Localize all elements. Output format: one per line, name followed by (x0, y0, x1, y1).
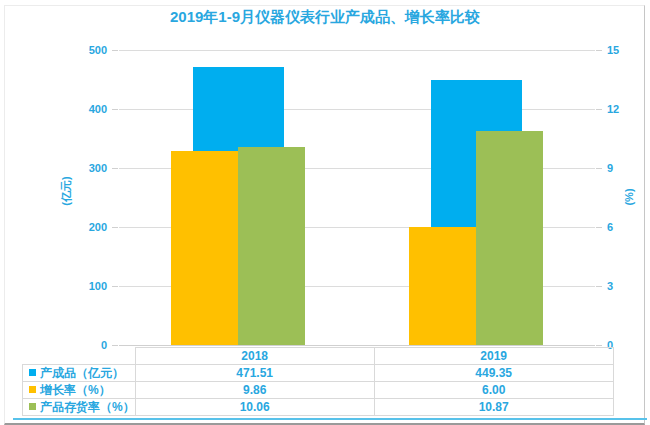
table-header-2018: 2018 (135, 348, 374, 365)
legend-cell-series0: 产成品（亿元） (23, 365, 136, 382)
table-value-2019-series0: 449.35 (374, 365, 613, 382)
bar-2019-series2 (476, 131, 543, 345)
left-axis-tick-mark (112, 50, 118, 51)
table-value-2018-series0: 471.51 (135, 365, 374, 382)
legend-swatch-icon (29, 403, 36, 410)
left-axis-tick-label: 200 (77, 220, 107, 234)
right-axis-title: (%) (623, 188, 635, 205)
table-row-series0: 产成品（亿元）471.51449.35 (23, 365, 614, 382)
chart-panel: 2019年1-9月仪器仪表行业产成品、增长率比较 010020030040050… (0, 0, 650, 425)
table-value-2019-series2: 10.87 (374, 399, 613, 416)
gridline (119, 109, 595, 110)
left-axis-tick-label: 300 (77, 161, 107, 175)
chart-title: 2019年1-9月仪器仪表行业产成品、增长率比较 (0, 8, 650, 27)
table-corner-blank (23, 348, 136, 365)
right-axis-tick-label: 9 (607, 161, 633, 175)
right-axis-tick-mark (596, 345, 602, 346)
left-axis-tick-mark (112, 345, 118, 346)
table-header-row: 20182019 (23, 348, 614, 365)
gridline (119, 50, 595, 51)
left-axis-tick-mark (112, 286, 118, 287)
right-axis-tick-label: 3 (607, 279, 633, 293)
right-axis-tick-mark (596, 286, 602, 287)
bar-2018-series1 (171, 151, 238, 345)
left-axis-title: (亿元) (59, 176, 74, 205)
right-axis-tick-label: 6 (607, 220, 633, 234)
gridline (119, 345, 595, 346)
data-table: 20182019产成品（亿元）471.51449.35增长率（%）9.866.0… (22, 347, 614, 416)
left-axis-tick-mark (112, 227, 118, 228)
table-row-series1: 增长率（%）9.866.00 (23, 382, 614, 399)
table-value-2018-series2: 10.06 (135, 399, 374, 416)
plot-area (119, 50, 595, 345)
left-axis-tick-label: 500 (77, 43, 107, 57)
bar-2018-series2 (238, 147, 305, 345)
table-row-series2: 产品存货率（%）10.0610.87 (23, 399, 614, 416)
legend-swatch-icon (29, 369, 36, 376)
bottom-accent-line (13, 418, 647, 420)
left-axis-tick-mark (112, 168, 118, 169)
table-value-2019-series1: 6.00 (374, 382, 613, 399)
legend-swatch-icon (29, 386, 36, 393)
right-axis-tick-mark (596, 109, 602, 110)
bar-2019-series1 (409, 227, 476, 345)
left-axis-tick-mark (112, 109, 118, 110)
right-axis-tick-mark (596, 50, 602, 51)
left-axis-tick-label: 100 (77, 279, 107, 293)
right-axis-tick-label: 15 (607, 43, 633, 57)
legend-cell-series2: 产品存货率（%） (23, 399, 136, 416)
legend-cell-series1: 增长率（%） (23, 382, 136, 399)
table-value-2018-series1: 9.86 (135, 382, 374, 399)
right-axis-tick-mark (596, 227, 602, 228)
right-axis-tick-label: 12 (607, 102, 633, 116)
table-header-2019: 2019 (374, 348, 613, 365)
right-axis-tick-mark (596, 168, 602, 169)
left-axis-tick-label: 400 (77, 102, 107, 116)
